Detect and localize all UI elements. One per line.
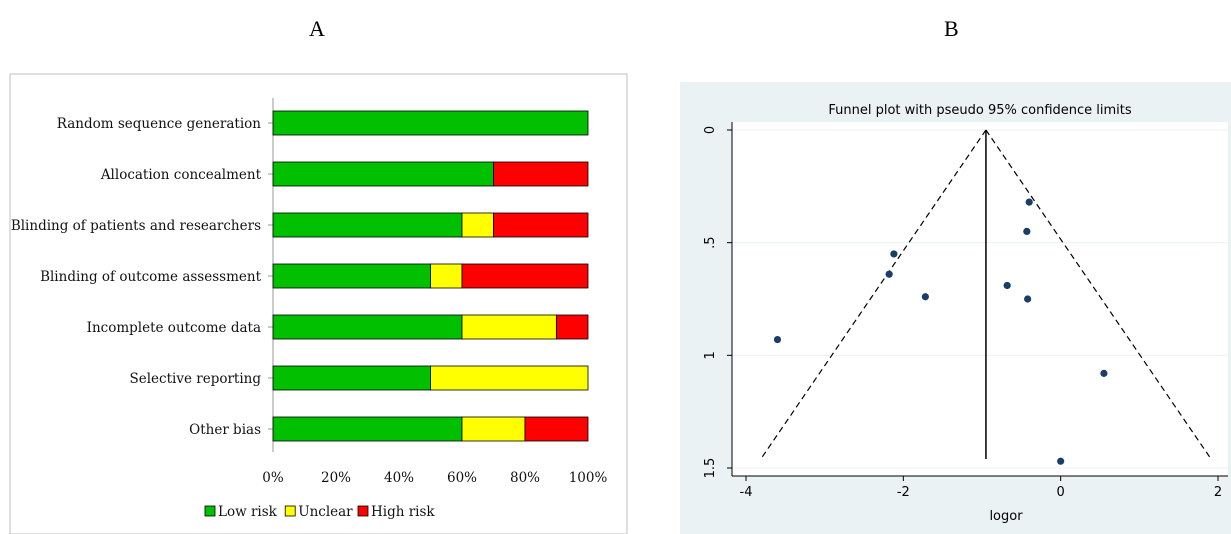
category-label: Allocation concealment bbox=[100, 167, 262, 183]
category-label: Blinding of outcome assessment bbox=[40, 269, 262, 285]
plot-area bbox=[732, 122, 1228, 476]
legend-swatch bbox=[204, 505, 216, 517]
data-point bbox=[1100, 369, 1108, 377]
data-point bbox=[773, 335, 782, 344]
y-tick-label: 1 bbox=[703, 351, 718, 359]
y-tick-label: 0 bbox=[703, 126, 718, 134]
bar-segment-unclear bbox=[430, 365, 589, 391]
x-tick-label: 80% bbox=[510, 470, 540, 486]
category-label: Selective reporting bbox=[130, 371, 262, 387]
data-point bbox=[1003, 281, 1011, 290]
bar-segment-unclear bbox=[461, 314, 557, 340]
y-tick-label: .5 bbox=[703, 236, 718, 248]
legend-label: High risk bbox=[371, 504, 435, 520]
data-point bbox=[1057, 457, 1065, 465]
ci-line-left bbox=[760, 129, 987, 460]
bar-segment-high-risk bbox=[524, 416, 589, 442]
legend-label: Unclear bbox=[298, 504, 353, 520]
panel-a-letter: A bbox=[309, 16, 325, 41]
data-point bbox=[890, 250, 898, 258]
x-tick-label: 60% bbox=[447, 470, 477, 486]
category-label: Blinding of patients and researchers bbox=[11, 218, 261, 234]
data-point bbox=[1023, 227, 1031, 235]
category-label: Other bias bbox=[189, 422, 261, 438]
category-label: Incomplete outcome data bbox=[87, 320, 261, 336]
data-point bbox=[921, 293, 929, 301]
bar-segment-unclear bbox=[430, 263, 463, 289]
x-tick-label: 20% bbox=[321, 470, 351, 486]
bar-segment-high-risk bbox=[493, 161, 589, 187]
data-point bbox=[885, 270, 893, 278]
x-axis-label: logor bbox=[989, 509, 1023, 524]
bar-segment-high-risk bbox=[493, 212, 589, 238]
ci-line-right bbox=[985, 129, 1212, 460]
x-tick-label: 40% bbox=[384, 470, 414, 486]
x-tick-label: 0 bbox=[1057, 485, 1065, 500]
bar-segment-high-risk bbox=[461, 263, 589, 289]
x-tick-label: 100% bbox=[569, 470, 608, 486]
bar-segment-low-risk bbox=[272, 416, 463, 442]
data-point bbox=[1024, 295, 1032, 303]
risk-of-bias-chart: Random sequence generation Allocation con… bbox=[9, 73, 628, 534]
x-tick-label: -2 bbox=[897, 485, 910, 500]
y-tick-label: 1.5 bbox=[703, 458, 718, 479]
bar-segment-low-risk bbox=[272, 212, 463, 238]
bar-segment-low-risk bbox=[272, 263, 431, 289]
bar-segment-low-risk bbox=[272, 365, 431, 391]
x-tick-label: 2 bbox=[1214, 485, 1222, 500]
chart-title: Funnel plot with pseudo 95% confidence l… bbox=[828, 103, 1132, 118]
data-point bbox=[1025, 198, 1033, 206]
x-tick-label: -4 bbox=[740, 485, 753, 500]
legend-swatch bbox=[357, 505, 369, 517]
bar-segment-high-risk bbox=[556, 314, 589, 340]
bar-segment-unclear bbox=[461, 212, 494, 238]
bar-segment-low-risk bbox=[272, 110, 589, 136]
x-tick-label: 0% bbox=[262, 470, 284, 486]
category-label: Random sequence generation bbox=[57, 116, 262, 132]
legend-swatch bbox=[284, 505, 296, 517]
panel-b-letter: B bbox=[944, 16, 959, 41]
legend-label: Low risk bbox=[218, 504, 278, 520]
chart-a-frame bbox=[9, 73, 628, 534]
